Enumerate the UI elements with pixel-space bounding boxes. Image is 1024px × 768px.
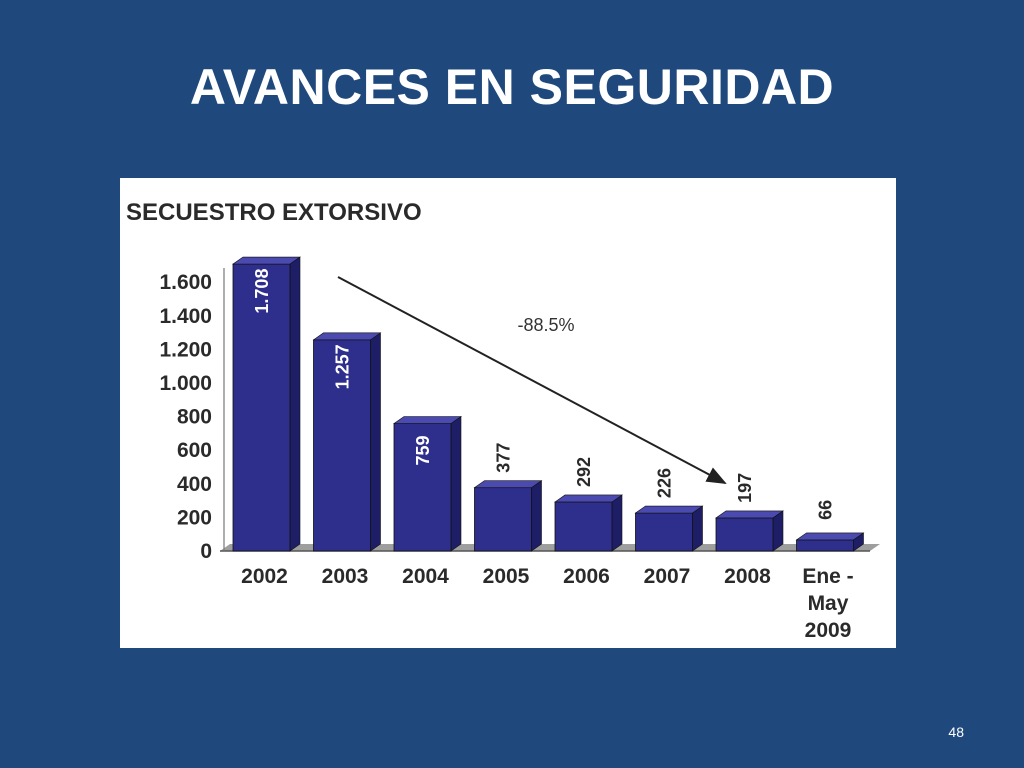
bar-top xyxy=(634,505,704,514)
bar xyxy=(796,539,854,552)
x-tick-label: 2008 xyxy=(724,565,771,588)
bar-top xyxy=(715,510,784,519)
bar-side xyxy=(370,332,381,552)
page-number: 48 xyxy=(948,724,964,740)
value-label: 1.257 xyxy=(333,344,353,389)
bar-top xyxy=(554,494,623,503)
x-tick-label: 2003 xyxy=(322,565,369,588)
bars: 1.708 1.257 759 377 292 226 197 66 xyxy=(220,256,880,552)
slide-title: AVANCES EN SEGURIDAD xyxy=(189,59,835,115)
value-label: 1.708 xyxy=(252,269,272,314)
y-tick-label: 400 xyxy=(177,473,212,496)
y-tick-label: 1.000 xyxy=(159,372,212,395)
x-tick-label: 2004 xyxy=(402,565,449,588)
y-tick-label: 200 xyxy=(177,506,212,529)
y-tick-label: 600 xyxy=(177,439,212,462)
x-tick-label: Ene - xyxy=(802,565,853,588)
x-axis-labels: 2002 2003 2004 2005 2006 2007 2008 Ene - May 2009 xyxy=(241,565,854,642)
value-label: 292 xyxy=(574,457,594,487)
chart-panel: SECUESTRO EXTORSIVO 0 200 400 600 800 1.000 1.… xyxy=(120,178,896,648)
y-tick-label: 1.200 xyxy=(159,338,212,361)
bar-top xyxy=(473,480,543,488)
x-tick-label: 2006 xyxy=(563,565,610,588)
bar-top xyxy=(393,416,462,424)
bar xyxy=(715,517,774,552)
y-tick-label: 800 xyxy=(177,406,212,429)
value-label: 66 xyxy=(816,500,836,520)
bar xyxy=(232,263,291,552)
trend-annotation: -88.5% xyxy=(517,315,574,335)
value-label: 759 xyxy=(413,435,433,465)
bar-side xyxy=(531,480,542,552)
bar xyxy=(393,423,452,552)
value-label: 226 xyxy=(655,468,675,498)
bar-chart: SECUESTRO EXTORSIVO 0 200 400 600 800 1.000 1.… xyxy=(126,199,880,642)
x-tick-label: May xyxy=(808,592,849,615)
bar xyxy=(554,501,613,552)
bar xyxy=(313,339,371,552)
bar-top xyxy=(795,532,865,541)
bar xyxy=(635,512,693,552)
x-tick-label: 2009 xyxy=(805,619,852,642)
bar-side xyxy=(611,494,623,552)
x-tick-label: 2007 xyxy=(644,565,691,588)
bar-side xyxy=(289,256,301,552)
bar-top xyxy=(232,256,301,265)
value-label: 377 xyxy=(494,443,514,473)
value-label: 197 xyxy=(735,473,755,503)
y-tick-label: 1.400 xyxy=(159,305,212,328)
chart-floor xyxy=(220,544,880,551)
bar-side xyxy=(692,505,703,552)
bar-top xyxy=(312,332,382,341)
y-tick-label: 1.600 xyxy=(159,271,212,294)
y-tick-label: 0 xyxy=(200,540,212,563)
x-tick-label: 2005 xyxy=(483,565,530,588)
y-axis-labels: 0 200 400 600 800 1.000 1.200 1.400 1.600 xyxy=(159,271,212,563)
trend-arrow xyxy=(337,276,727,484)
x-tick-label: 2002 xyxy=(241,565,288,588)
bar-side xyxy=(450,415,462,552)
bar xyxy=(474,487,532,552)
chart-title: SECUESTRO EXTORSIVO xyxy=(126,199,422,226)
